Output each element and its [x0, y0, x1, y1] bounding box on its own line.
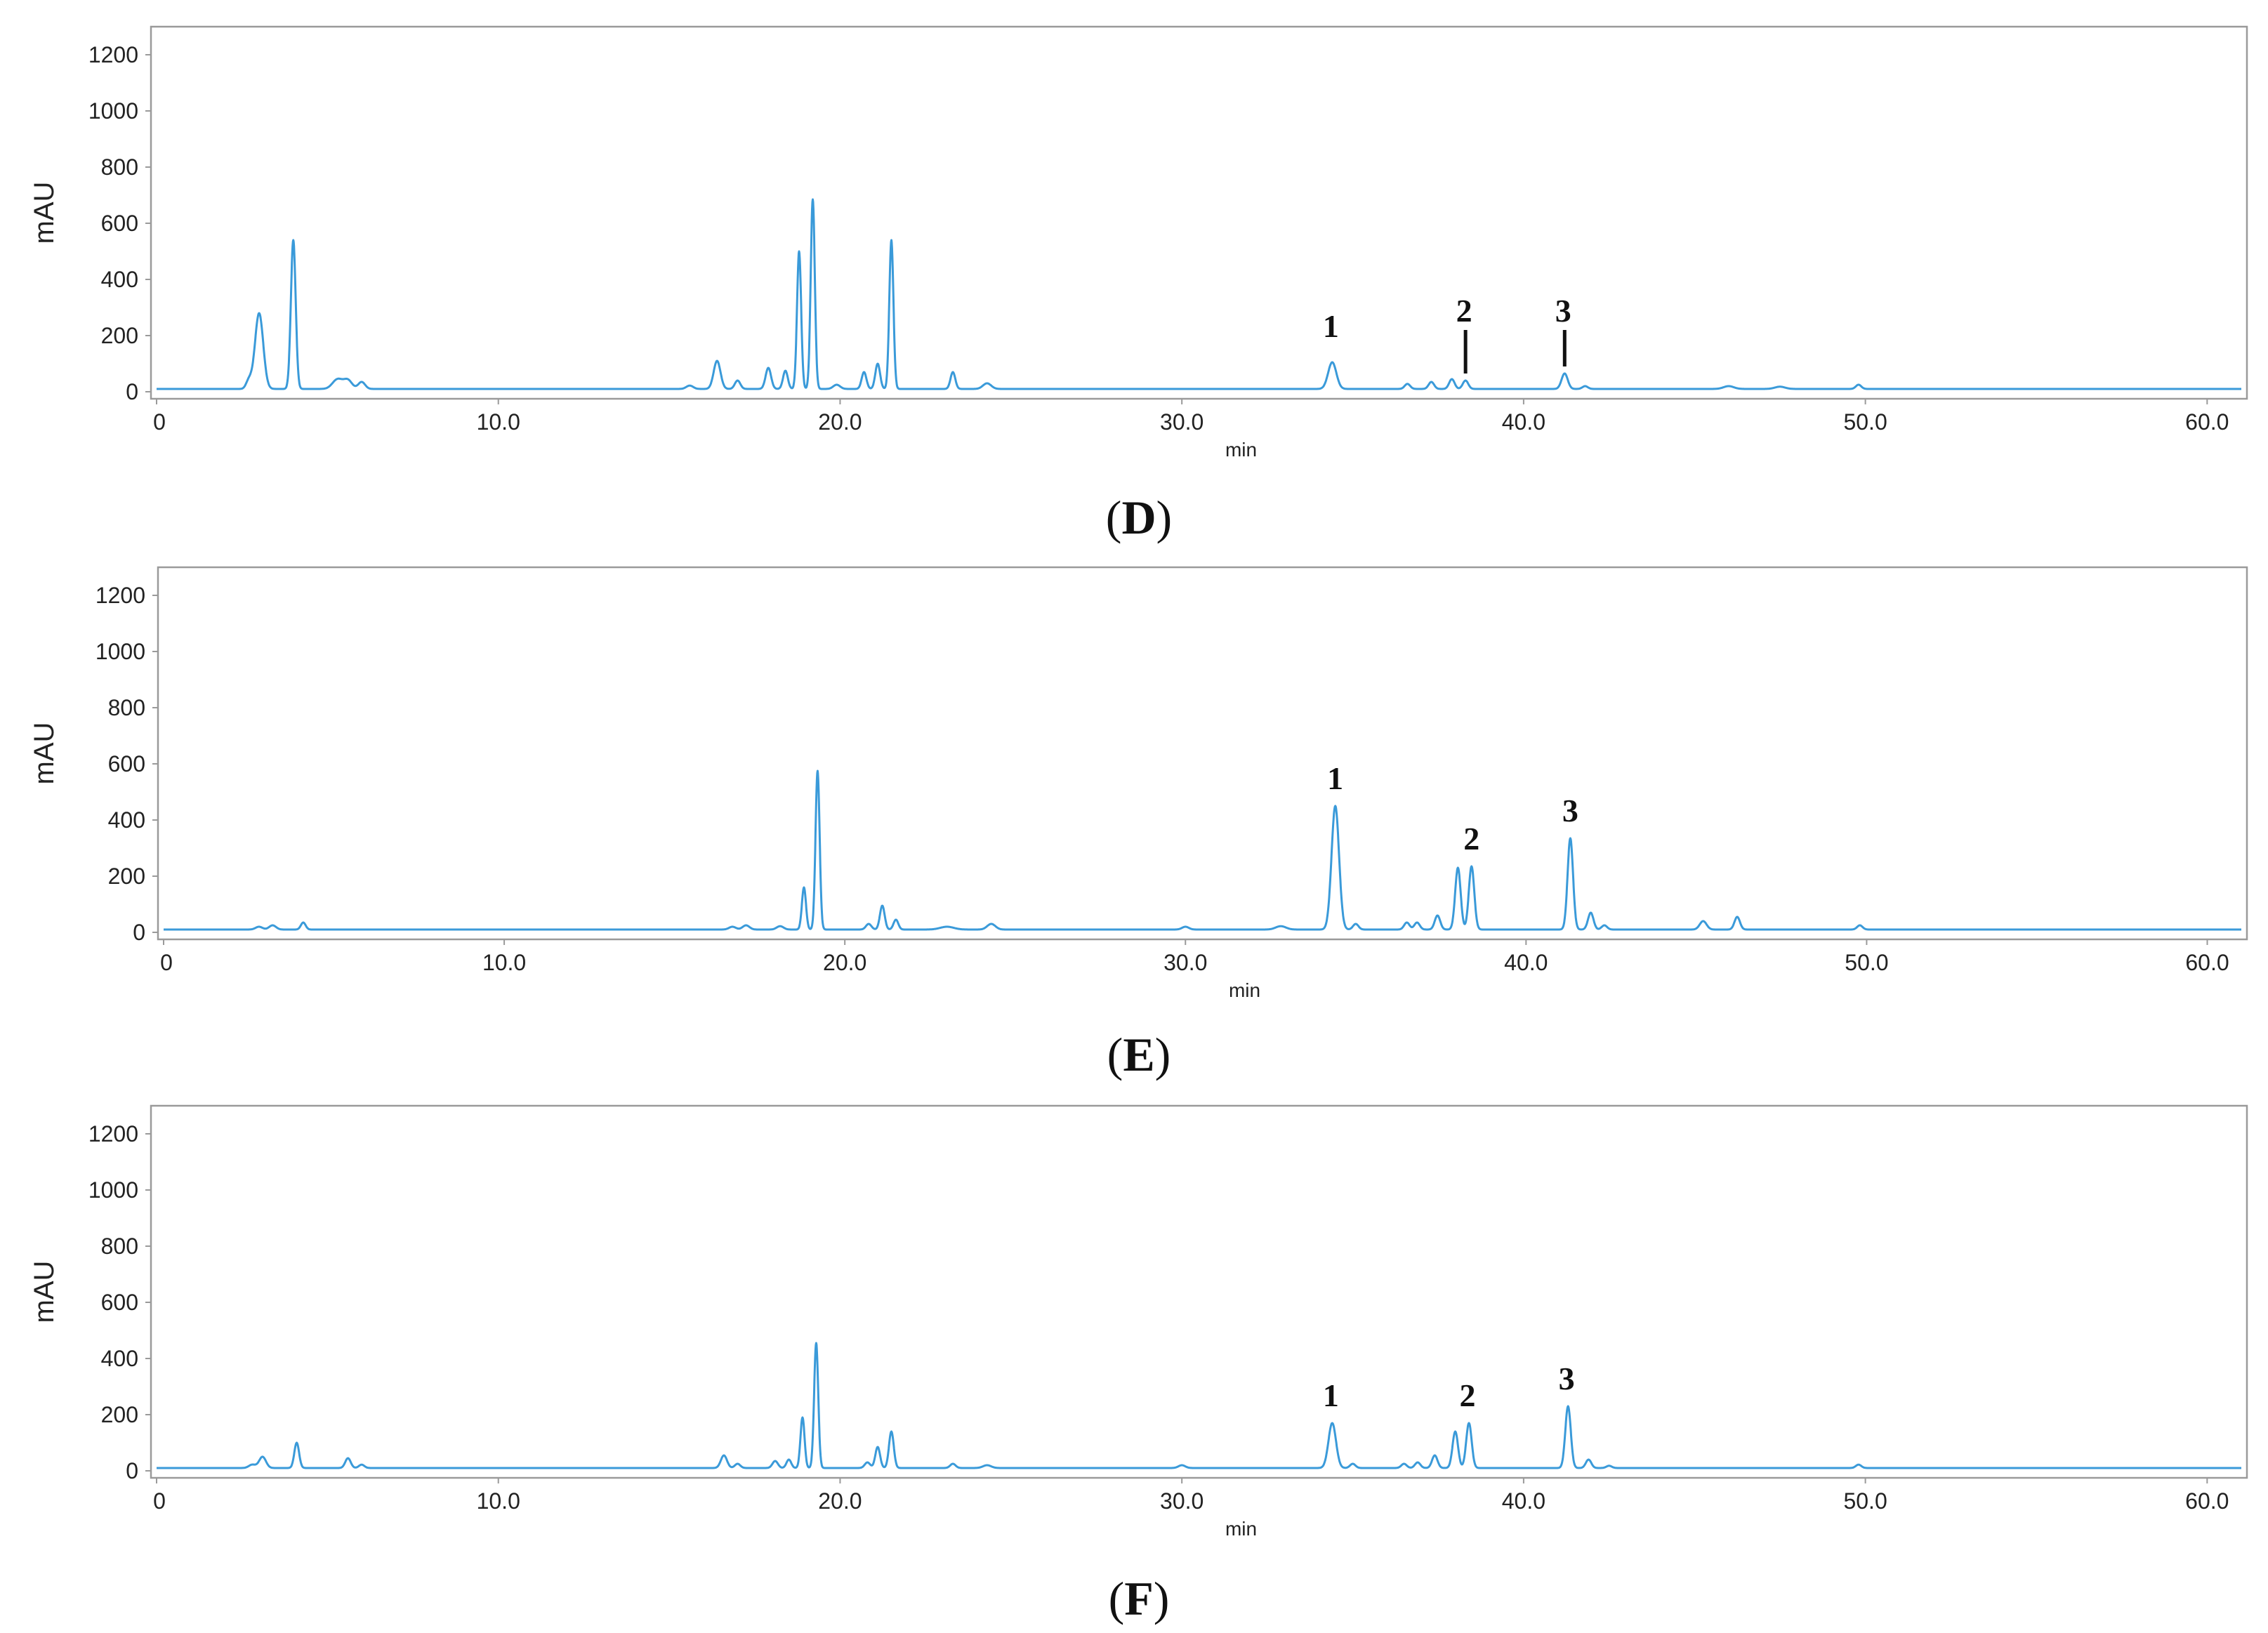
peak-label-3: 3 [1555, 293, 1571, 329]
y-tick-label: 800 [108, 695, 145, 720]
x-tick-label: 30.0 [1163, 950, 1207, 975]
y-tick-label: 1000 [88, 1177, 138, 1203]
y-tick-label: 0 [133, 920, 145, 945]
x-tick-label: 0 [153, 1488, 166, 1514]
peak-label-3: 3 [1559, 1361, 1575, 1396]
y-tick-label: 200 [101, 1402, 138, 1427]
y-tick-label: 600 [101, 211, 138, 236]
y-tick-label: 1000 [95, 639, 145, 664]
y-tick-label: 400 [101, 267, 138, 292]
peak-label-2: 2 [1460, 1377, 1476, 1413]
x-tick-label: 40.0 [1502, 1488, 1545, 1514]
chromatogram-trace [163, 769, 2242, 931]
peak-label-1: 1 [1323, 1377, 1339, 1413]
x-tick-label: 60.0 [2185, 1488, 2229, 1514]
x-tick-label: 30.0 [1160, 1488, 1204, 1514]
plot-frame [150, 1104, 2248, 1479]
x-tick-label: 60.0 [2185, 950, 2229, 975]
x-tick-label: 40.0 [1502, 409, 1545, 435]
chromatogram-panel-e: 0 200 400 600 800 1000 1200 0 10.0 20.0 30.0 40.0 50… [29, 566, 2248, 1081]
y-tick-label: 1200 [88, 42, 138, 67]
peak-label-2: 2 [1456, 293, 1472, 329]
x-tick-label: 60.0 [2185, 409, 2229, 435]
x-tick-label: 10.0 [477, 409, 520, 435]
panel-caption: (D) [1106, 491, 1172, 544]
x-tick-label: 50.0 [1843, 1488, 1887, 1514]
chromatogram-trace [156, 198, 2242, 390]
chromatogram-panel-d: 0 200 400 600 800 1000 1200 0 10.0 20.0 30.0 40.0 50… [29, 25, 2248, 544]
x-tick-label: 50.0 [1845, 950, 1888, 975]
y-axis-label: mAU [29, 182, 60, 244]
y-axis-label: mAU [29, 722, 60, 785]
y-tick-label: 600 [108, 751, 145, 776]
peak-label-1: 1 [1327, 760, 1343, 796]
y-tick-label: 800 [101, 1234, 138, 1259]
x-tick-label: 20.0 [818, 1488, 862, 1514]
chromatogram-trace [156, 1342, 2242, 1469]
x-tick-label: 30.0 [1160, 409, 1204, 435]
x-tick-label: 0 [153, 409, 166, 435]
panel-caption: (F) [1109, 1572, 1170, 1625]
panel-caption: (E) [1107, 1028, 1171, 1081]
plot-frame [157, 566, 2248, 941]
plot-frame [150, 25, 2248, 400]
x-tick-label: 20.0 [823, 950, 866, 975]
x-tick-label: 20.0 [818, 409, 862, 435]
x-tick-label: 40.0 [1504, 950, 1548, 975]
y-tick-label: 0 [126, 1458, 138, 1483]
y-tick-label: 400 [101, 1346, 138, 1371]
y-tick-label: 600 [101, 1290, 138, 1315]
x-axis-label: min [1229, 979, 1260, 1001]
y-tick-label: 1200 [95, 583, 145, 608]
y-tick-label: 1200 [88, 1121, 138, 1146]
x-axis-label: min [1225, 1518, 1257, 1540]
x-axis-label: min [1225, 439, 1257, 461]
x-tick-label: 10.0 [477, 1488, 520, 1514]
chromatogram-panel-f: 0 200 400 600 800 1000 1200 0 10.0 20.0 30.0 40.0 50… [29, 1104, 2248, 1625]
y-tick-label: 400 [108, 807, 145, 833]
y-tick-label: 0 [126, 379, 138, 404]
x-tick-label: 10.0 [482, 950, 526, 975]
peak-label-3: 3 [1562, 793, 1578, 828]
y-tick-label: 1000 [88, 98, 138, 124]
y-axis-label: mAU [29, 1261, 60, 1323]
x-tick-label: 50.0 [1843, 409, 1887, 435]
y-tick-label: 800 [101, 154, 138, 180]
y-tick-label: 200 [108, 864, 145, 889]
x-tick-label: 0 [160, 950, 173, 975]
peak-label-1: 1 [1323, 308, 1339, 344]
peak-label-2: 2 [1463, 821, 1479, 857]
y-tick-label: 200 [101, 323, 138, 348]
